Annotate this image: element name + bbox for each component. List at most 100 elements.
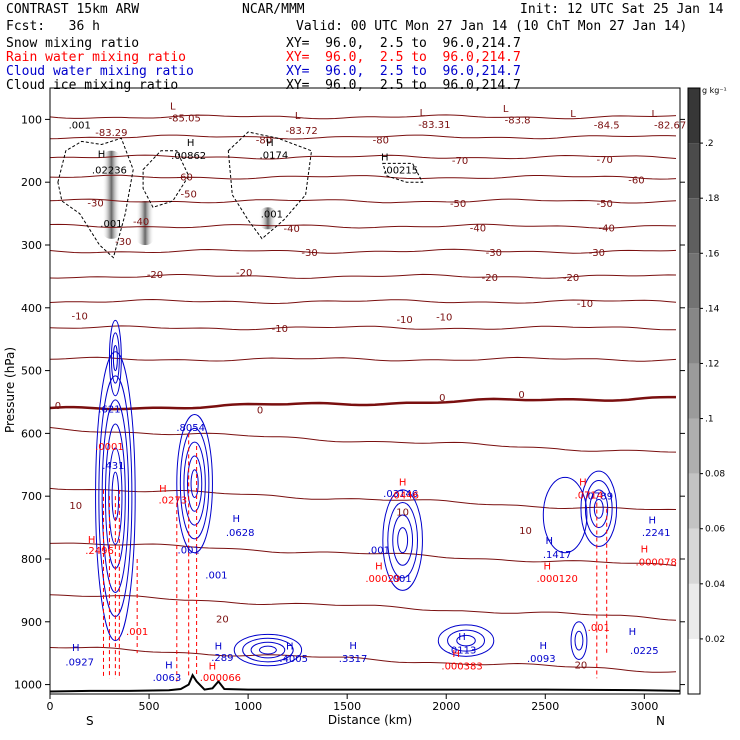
temperature-label: 10 [396,507,409,518]
rain-label: .0714 [575,490,604,501]
rain-label: .0446 [390,490,419,501]
cloud-water-label: .0113 [448,645,477,656]
cloud-ice-label: .001 [261,210,283,221]
colorbar-swatch [688,308,700,364]
temperature-label: -60 [628,176,644,187]
x-left-direction: S [86,714,94,728]
cloud-water-contour [242,637,294,663]
cloud-water-contour [179,427,210,540]
cloud-water-label: .621 [98,404,120,415]
colorbar-swatch [688,583,700,639]
temperature-label: -10 [577,299,593,310]
valid-time: Valid: 00 UTC Mon 27 Jan 14 (10 ChT Mon … [296,19,688,34]
temperature-label: 0 [439,393,445,404]
cloud-water-contour [95,351,136,642]
rain-label: H [641,544,649,555]
temperature-label: -30 [301,248,317,259]
colorbar-swatch [688,143,700,199]
rain-xy: XY= 96.0, 2.5 to 96.0,214.7 [286,50,521,65]
temperature-label: -10 [272,324,288,335]
temperature-label: 20 [575,660,588,671]
colorbar-frame [687,87,701,695]
colorbar-tick-label: .12 [705,359,719,369]
isotherm-line [49,154,677,160]
cloud-water-label: H [629,627,637,638]
temperature-label: -20 [482,273,498,284]
cloud-ice-label: H [381,152,389,163]
rain-label: .0001 [95,442,124,453]
cloud-water-contour [176,414,213,554]
isotherm-line [49,395,676,411]
rain-label: H [452,649,460,660]
cloud-water-contour [456,634,476,647]
temperature-min-label: -83.8 [505,115,531,126]
cloud-water-contour [387,501,419,579]
cloud-water-label: .289 [211,653,233,664]
colorbar-swatch [688,88,700,144]
cloud-water-contour [447,629,486,652]
colorbar-tick-label: 0.08 [705,470,725,480]
colorbar-swatch [688,528,700,584]
cloud-water-contour [574,630,584,651]
x-tick-label: 1000 [234,700,262,713]
cloud-ice-label: .0174 [260,151,289,162]
isotherm-line [49,298,677,305]
rain-label: H [543,561,551,572]
colorbar-swatch [688,253,700,309]
cloud-ice-label: .001 [69,120,91,131]
cloud-water-label: .8054 [176,423,205,434]
rain-label: .0273 [159,495,188,506]
rain-label: .2496 [85,546,114,557]
temperature-label: -80 [373,135,389,146]
surface-line [49,673,681,693]
low-marker: L [295,111,301,122]
y-tick-label: 400 [21,302,42,315]
temperature-label: -50 [450,199,466,210]
cloud-water-label: H [545,536,553,547]
temperature-min-label: -84.5 [594,120,620,131]
cloud-ice-contour [142,150,190,208]
x-tick-label: 1500 [333,700,361,713]
isotherm-line [49,248,677,254]
isotherm-line [49,134,677,140]
cloud-water-contour [593,498,604,519]
isotherm-line [49,273,677,279]
cloud-water-label: H [286,642,294,653]
cloud-water-label: .001 [178,546,200,557]
x-right-direction: N [656,714,665,728]
cloud-water-contour [108,447,123,545]
x-tick-label: 2000 [432,700,460,713]
isotherm-line [49,223,677,229]
temperature-label: -40 [599,223,615,234]
cloud-water-contour [584,479,613,538]
cloud-water-contour [392,514,414,566]
temperature-label: -20 [147,270,163,281]
x-tick-label: 3000 [630,700,658,713]
org-label: NCAR/MMM [242,2,305,17]
rain-label: .00029 [365,574,400,585]
cloud-water-label: .1417 [543,550,572,561]
temperature-label: 0 [518,390,524,401]
cloud-water-label: .001 [205,571,227,582]
temperature-label: -40 [133,217,149,228]
isotherm-line [49,427,677,453]
cloud-ice-label: .02236 [92,166,127,177]
cloud-water-contour [233,633,303,667]
cloud-water-contour [589,489,609,529]
cloud-water-label: .431 [102,461,124,472]
isotherm-line [49,356,677,362]
colorbar-tick-label: .18 [705,194,720,204]
temperature-label: -80 [256,135,272,146]
isotherm-line [49,542,677,567]
cloud-water-label: H [648,515,656,526]
cloud-ice-contour [227,131,313,240]
cloud-water-label: .4005 [279,654,308,665]
colorbar-tick-label: .1 [705,415,714,425]
colorbar-swatch [688,638,700,694]
cloud-ice-xy: XY= 96.0, 2.5 to 96.0,214.7 [286,78,521,93]
colorbar-unit: g kg⁻¹ [702,86,727,95]
temperature-label: -10 [396,315,412,326]
plot-frame [49,87,681,695]
temperature-label: -10 [436,313,452,324]
rain-label: .000120 [536,574,577,585]
